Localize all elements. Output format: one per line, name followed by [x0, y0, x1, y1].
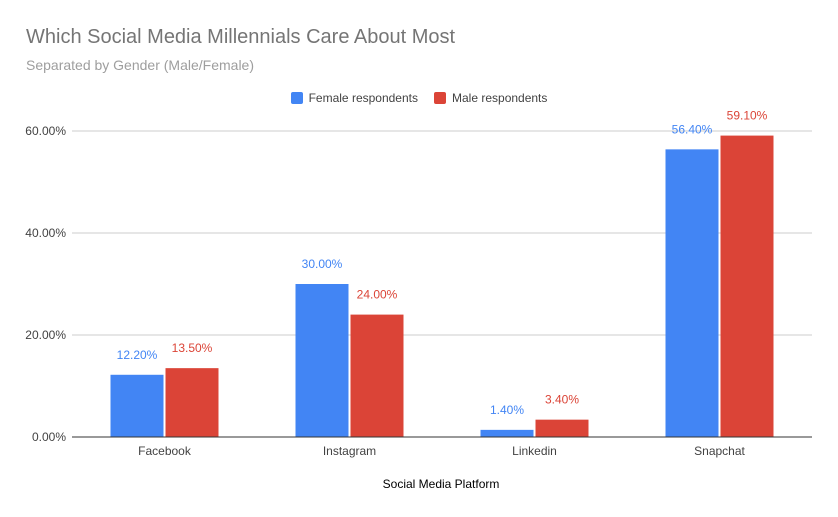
data-label: 12.20% [117, 348, 158, 362]
bar-instagram-male[interactable] [350, 314, 404, 437]
chart-title: Which Social Media Millennials Care Abou… [26, 26, 456, 48]
legend-item-male[interactable]: Male respondents [434, 91, 547, 105]
bar-instagram-female[interactable] [295, 284, 349, 437]
data-label: 59.10% [727, 109, 768, 123]
x-axis-title: Social Media Platform [383, 477, 500, 491]
data-label: 13.50% [172, 341, 213, 355]
x-tick-label: Snapchat [694, 444, 745, 458]
y-tick-label: 0.00% [32, 430, 66, 444]
chart-subtitle: Separated by Gender (Male/Female) [26, 57, 254, 73]
bar-snapchat-male[interactable] [720, 135, 774, 437]
data-label: 24.00% [357, 288, 398, 302]
x-tick-label: Facebook [138, 444, 192, 458]
legend-label-female: Female respondents [308, 91, 418, 105]
y-tick-label: 40.00% [25, 226, 66, 240]
legend: Female respondents Male respondents [0, 91, 838, 105]
bar-linkedin-female[interactable] [480, 429, 534, 437]
legend-swatch-male [434, 92, 446, 104]
x-tick-label: Instagram [323, 444, 376, 458]
data-label: 56.40% [672, 122, 713, 136]
legend-item-female[interactable]: Female respondents [290, 91, 418, 105]
y-tick-label: 60.00% [25, 124, 66, 138]
bars: 12.20% 13.50% 30.00% 24.00% 1.40% 3.40% 56.40%… [110, 109, 774, 438]
legend-swatch-female [290, 92, 303, 104]
axes: 0.00% 20.00% 40.00% 60.00% Facebook Instagram… [25, 124, 812, 458]
data-label: 30.00% [302, 257, 343, 271]
bar-linkedin-male[interactable] [535, 419, 589, 437]
bar-facebook-male[interactable] [165, 368, 219, 437]
legend-label-male: Male respondents [452, 91, 548, 105]
bar-facebook-female[interactable] [110, 374, 164, 437]
y-tick-label: 20.00% [25, 328, 66, 342]
data-label: 3.40% [545, 393, 579, 407]
data-label: 1.40% [490, 403, 524, 417]
x-tick-label: Linkedin [512, 444, 557, 458]
bar-snapchat-female[interactable] [665, 149, 719, 438]
